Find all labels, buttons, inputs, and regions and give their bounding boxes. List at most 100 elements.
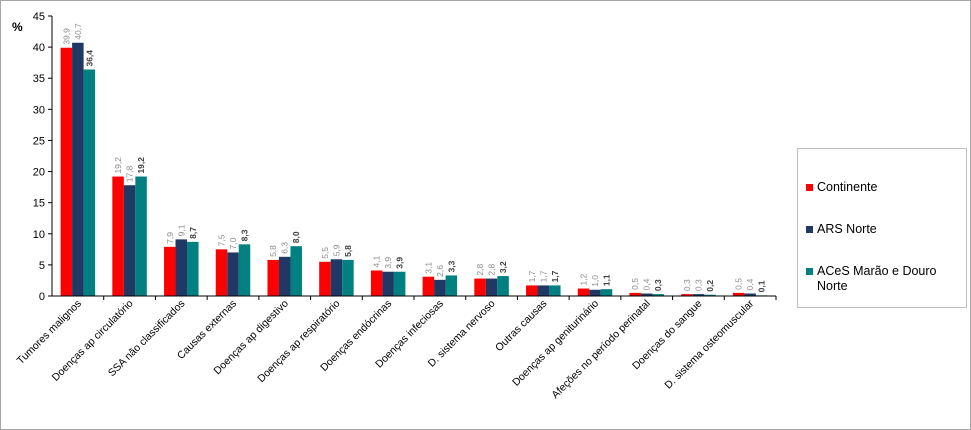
data-label: 1,2 xyxy=(579,273,589,285)
bar xyxy=(692,294,705,296)
category-label: Doenças ap geniturinário xyxy=(510,298,601,389)
bar xyxy=(704,294,716,296)
bar xyxy=(72,42,84,296)
y-tick-label: 35 xyxy=(33,73,45,85)
data-label: 8,7 xyxy=(188,227,198,239)
bar xyxy=(370,270,383,296)
data-label: 7,9 xyxy=(165,232,175,244)
data-label: 40,7 xyxy=(73,23,83,40)
data-label: 4,1 xyxy=(372,255,382,267)
y-tick-label: 40 xyxy=(33,42,45,54)
bar xyxy=(123,185,136,296)
bar xyxy=(267,259,279,296)
data-label: 1,0 xyxy=(590,275,600,287)
y-tick-label: 30 xyxy=(33,104,45,116)
data-label: 5,5 xyxy=(320,247,330,259)
bar xyxy=(589,289,601,296)
bar xyxy=(434,279,446,296)
category-label: D. sistema osteomuscular xyxy=(662,297,756,391)
legend-label: ARS Norte xyxy=(817,222,877,236)
legend-label: ACeS Marão e Douro Norte xyxy=(817,264,937,293)
y-tick-label: 10 xyxy=(33,229,45,241)
legend-item-aces: ACeS Marão e Douro Norte xyxy=(806,264,967,294)
data-label: 19,2 xyxy=(113,157,123,174)
data-label: 0,4 xyxy=(642,278,652,290)
data-label: 2,6 xyxy=(435,265,445,277)
bar xyxy=(549,285,561,296)
bar xyxy=(175,239,188,296)
bar xyxy=(83,69,96,296)
bar xyxy=(497,276,509,296)
legend-label: Continente xyxy=(817,180,878,194)
data-label: 0,3 xyxy=(653,279,663,291)
legend-item-ars-norte: ARS Norte xyxy=(806,222,967,237)
legend: Continente ARS Norte ACeS Marão e Douro … xyxy=(797,148,967,308)
data-label: 0,5 xyxy=(734,278,744,290)
bar xyxy=(278,256,291,296)
y-tick-label: 5 xyxy=(39,260,45,272)
legend-item-continente: Continente xyxy=(806,180,967,195)
data-label: 8,0 xyxy=(291,231,301,243)
bar xyxy=(526,285,538,296)
bar xyxy=(112,176,124,296)
bar xyxy=(382,271,394,296)
bar xyxy=(187,241,199,296)
data-label: 19,2 xyxy=(136,157,146,174)
bar xyxy=(744,293,756,296)
bar xyxy=(652,294,664,296)
bar xyxy=(60,47,73,296)
bar xyxy=(422,276,435,296)
data-labels: 39,9 40,736,419,217,819,27,99,1 8,77,5 7,08… xyxy=(61,23,766,292)
data-label: 17,8 xyxy=(125,165,135,182)
data-label: 6,3 xyxy=(280,242,290,254)
bar xyxy=(640,293,653,296)
category-label: Afeções no período perinatal xyxy=(549,298,652,401)
data-label: 0,5 xyxy=(630,278,640,290)
legend-swatch xyxy=(806,226,813,233)
bar xyxy=(445,275,458,296)
bar xyxy=(227,252,239,296)
axes xyxy=(51,16,777,300)
bar xyxy=(135,176,147,296)
bar xyxy=(537,285,550,296)
data-label: 0,1 xyxy=(757,280,767,292)
data-label: 5,8 xyxy=(343,245,353,257)
data-label: 36,4 xyxy=(84,50,94,67)
legend-swatch xyxy=(806,184,813,191)
data-label: 0,3 xyxy=(693,279,703,291)
data-label: 1,7 xyxy=(538,270,548,282)
data-label: 3,3 xyxy=(446,260,456,272)
bar xyxy=(290,246,302,296)
data-label: 3,9 xyxy=(395,257,405,269)
y-axis-unit-label: % xyxy=(12,20,23,34)
legend-swatch xyxy=(806,268,813,275)
bar xyxy=(474,278,486,296)
bar xyxy=(215,249,228,296)
bar xyxy=(342,259,354,296)
y-tick-label: 15 xyxy=(33,198,45,210)
data-label: 5,8 xyxy=(268,245,278,257)
data-label: 7,0 xyxy=(228,237,238,249)
y-tick-label: 25 xyxy=(33,135,45,147)
bar xyxy=(681,294,693,296)
y-tick-label: 0 xyxy=(39,291,45,303)
y-axis-ticks: 0 5 10 15 20 25 30 35 40 45 xyxy=(33,11,52,303)
data-label: 3,1 xyxy=(423,262,433,274)
bar xyxy=(732,292,745,296)
category-label: Outras causas xyxy=(493,298,549,354)
y-tick-label: 20 xyxy=(33,167,45,179)
bars xyxy=(60,42,768,296)
data-label: 3,2 xyxy=(498,261,508,273)
bar xyxy=(577,288,590,296)
bar xyxy=(238,244,251,296)
data-label: 1,7 xyxy=(527,270,537,282)
bar xyxy=(164,246,176,296)
bar xyxy=(330,259,343,296)
data-label: 1,1 xyxy=(602,274,612,286)
data-label: 0,2 xyxy=(705,280,715,292)
data-label: 1,7 xyxy=(550,270,560,282)
data-label: 39,9 xyxy=(61,28,71,45)
